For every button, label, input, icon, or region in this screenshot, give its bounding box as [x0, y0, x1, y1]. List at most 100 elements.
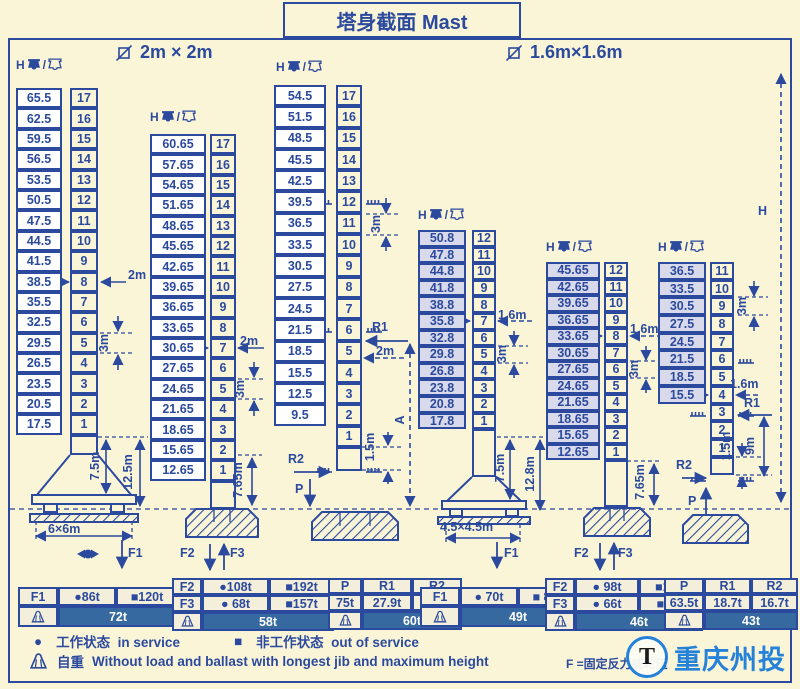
section-number: 17	[210, 134, 236, 155]
force-label-f3: F3	[618, 546, 633, 560]
section-number: 13	[336, 170, 362, 192]
section-number: 1	[70, 414, 98, 435]
table-header-cell: R1	[362, 578, 412, 594]
height-value: 30.5	[658, 297, 706, 316]
table-cell: 63.5t	[664, 594, 704, 611]
section-number: 9	[472, 279, 496, 297]
height-value: 35.5	[16, 291, 62, 313]
watermark-logo: T	[626, 636, 668, 678]
force-label-f2: F2	[574, 546, 589, 560]
section-number: 12	[336, 191, 362, 213]
base-dim-label: 9m	[743, 436, 757, 456]
height-value: 42.65	[546, 278, 600, 295]
section-height-dim-label: 3m	[97, 333, 111, 353]
height-value: 30.5	[274, 255, 326, 277]
section-number: 5	[210, 378, 236, 400]
height-value: 26.8	[418, 362, 466, 380]
section-number: 2	[70, 393, 98, 415]
section-column: 11 10 9 8 7 6 5 4 3 2 1	[710, 262, 734, 457]
height-value: 18.5	[658, 368, 706, 386]
height-value: 47.8	[418, 246, 466, 264]
force-label-p: P	[688, 494, 697, 508]
force-label-f1: F1	[128, 546, 143, 560]
section-number: 5	[70, 332, 98, 354]
section-number: 3	[210, 419, 236, 440]
slash: /	[572, 240, 577, 254]
height-value: 54.65	[150, 174, 206, 196]
force-label-f3: F3	[230, 546, 245, 560]
section-number: 15	[336, 127, 362, 149]
section-number: 16	[336, 106, 362, 128]
base-dim-label: 7.5m	[493, 453, 507, 483]
height-value: 29.8	[418, 346, 466, 363]
height-value: 21.65	[150, 399, 206, 420]
crane-self-weight-icon	[180, 615, 194, 627]
base-dim-label: 7.65m	[633, 464, 647, 500]
height-value: 15.5	[274, 361, 326, 384]
height-value: 20.8	[418, 395, 466, 413]
watermark-text: 重庆州投	[674, 644, 786, 675]
height-value: 27.5	[658, 315, 706, 333]
width-dim-label: 2m	[240, 334, 259, 348]
height-value: 41.5	[16, 251, 62, 272]
height-value: 51.65	[150, 195, 206, 216]
section-number: 11	[710, 262, 734, 280]
h-label: H	[150, 110, 159, 124]
h-label: H	[658, 240, 667, 254]
force-label-f2: F2	[180, 546, 195, 560]
track-gauge-label: 4.5×4.5m	[440, 520, 494, 534]
section-number: 10	[336, 234, 362, 256]
load-table-2m-f1: F1 ●86t ■120t 72t	[18, 587, 178, 627]
height-value: 15.65	[546, 427, 600, 444]
section-number: 8	[472, 296, 496, 313]
height-value: 59.5	[16, 128, 62, 150]
height-value: 57.65	[150, 154, 206, 175]
section-number: 12	[472, 230, 496, 247]
section-number: 17	[336, 85, 362, 107]
section-number: 9	[210, 297, 236, 318]
section-height-dim-label: 3m	[369, 214, 383, 234]
crane-in-service-icon	[161, 111, 174, 122]
height-value: 39.65	[546, 295, 600, 312]
crane-in-service-icon	[669, 241, 682, 252]
track-gauge-label: 6×6m	[48, 522, 81, 536]
height-value: 32.5	[16, 312, 62, 333]
height-value: 30.65	[150, 337, 206, 359]
height-value: 45.65	[546, 262, 600, 279]
mast-bottom-piece	[336, 447, 362, 472]
table-cell: F2	[172, 578, 202, 595]
section-number: 6	[336, 319, 362, 341]
section-number: 3	[336, 383, 362, 405]
crane-self-weight-icon	[31, 610, 45, 622]
section-number: 5	[472, 346, 496, 363]
height-value: 24.5	[658, 332, 706, 351]
table-cell: 75t	[328, 594, 362, 611]
height-value: 41.8	[418, 279, 466, 297]
table-cell: 27.9t	[362, 594, 412, 611]
height-value: 18.5	[274, 340, 326, 362]
height-value: 17.5	[16, 414, 62, 435]
table-cell: ■120t	[116, 587, 178, 606]
table-icon-cell	[328, 611, 362, 630]
height-value: 17.8	[418, 412, 466, 430]
section-number: 14	[336, 148, 362, 171]
slash: /	[302, 60, 307, 74]
height-value: 36.65	[546, 311, 600, 328]
section-number: 7	[604, 344, 628, 361]
crane-self-weight-icon	[433, 610, 447, 622]
group-size-label: 1.6m×1.6m	[530, 42, 623, 62]
height-value: 45.5	[274, 148, 326, 171]
reaction-label-r2: R2	[676, 458, 692, 472]
section-number: 13	[70, 169, 98, 190]
height-value: 48.65	[150, 215, 206, 236]
crane-in-service-icon	[429, 209, 442, 220]
table-cell: ●108t	[202, 578, 269, 595]
force-label-p: P	[295, 482, 304, 496]
width-dim-label: 2m	[376, 344, 395, 358]
section-number: 10	[604, 295, 628, 312]
height-value: 18.65	[546, 410, 600, 427]
section-number: 1	[710, 438, 734, 457]
total-weight-cell: 58t	[202, 612, 334, 631]
height-value: 48.5	[274, 127, 326, 149]
section-number: 15	[210, 174, 236, 196]
